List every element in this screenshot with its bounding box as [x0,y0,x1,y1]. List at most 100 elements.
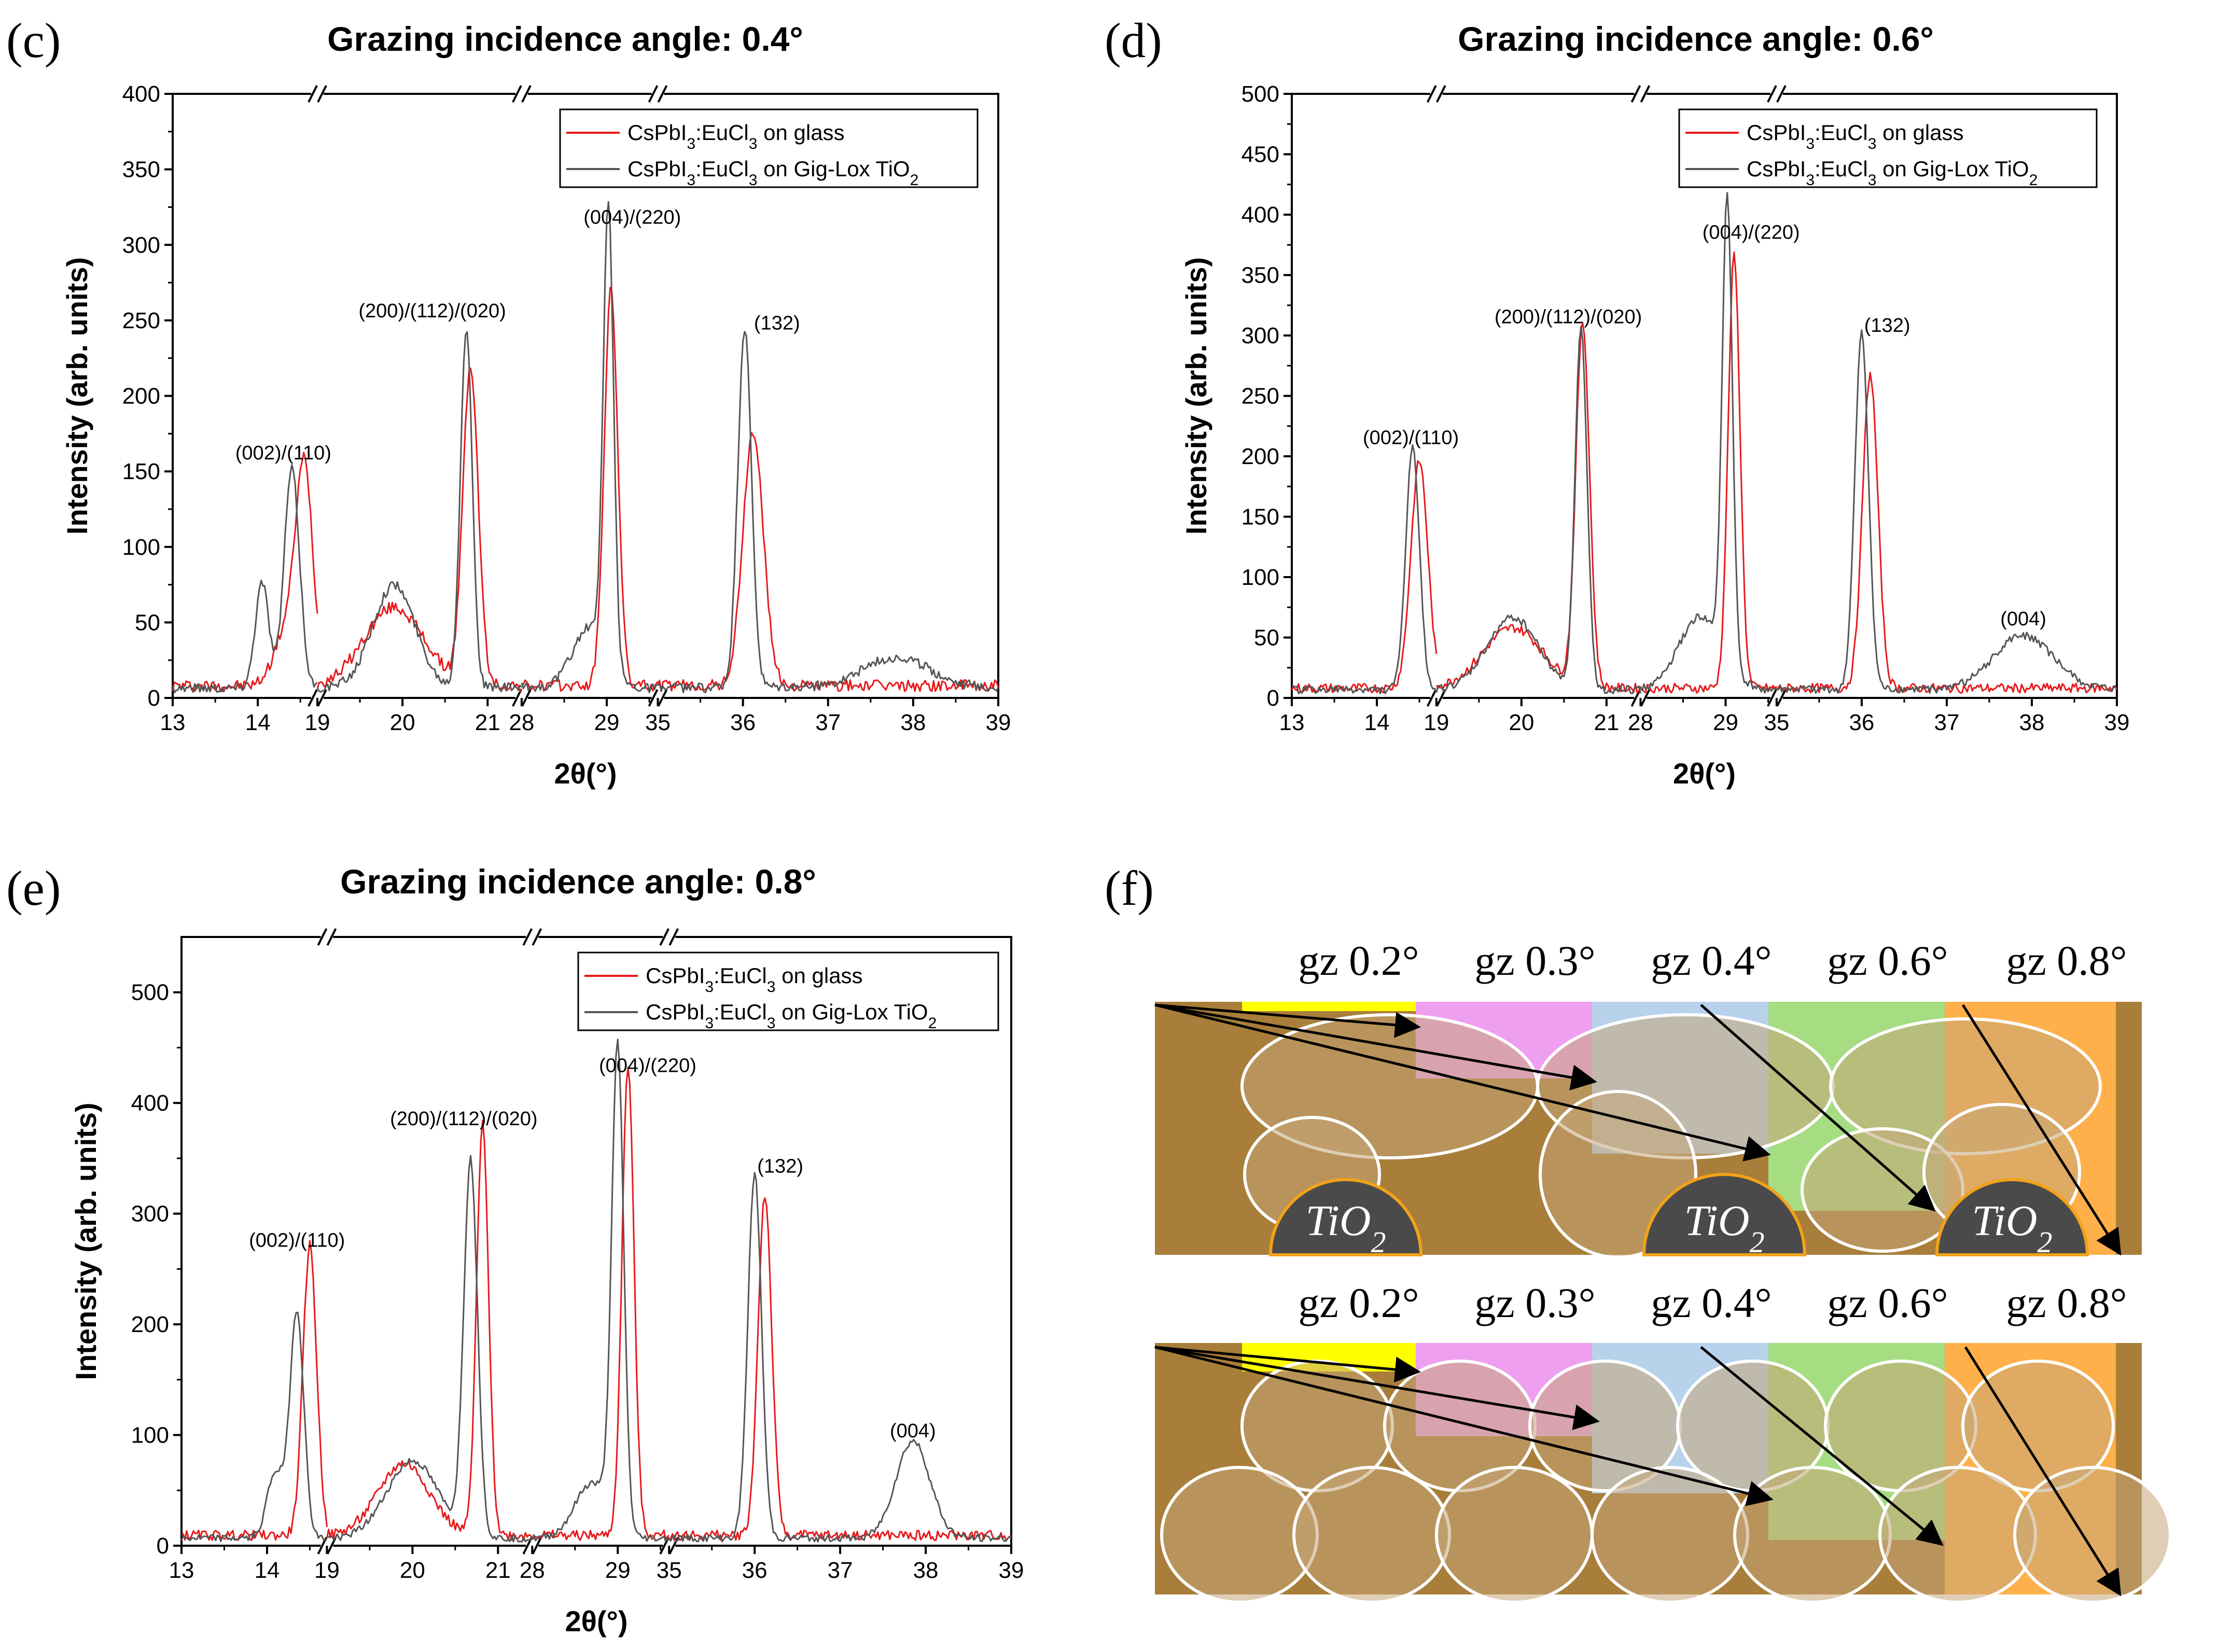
xray-beam-arrow [1700,1004,1936,1212]
legend: CsPbI3:EuCl3 on glass CsPbI3:EuCl3 on Gig… [559,108,979,189]
y-tick-label: 500 [131,980,169,1005]
x-tick-label: 20 [400,1558,425,1583]
perovskite-grain [1292,1466,1451,1604]
x-tick-label: 28 [1628,710,1653,735]
xrd-chart-e: Grazing incidence angle: 0.8° 0 100 200 300 4… [69,862,1024,1637]
diagram-row-with-tio2: gz 0.2° gz 0.3° gz 0.4° gz 0.6° gz 0.8° TiO2 T… [1154,937,2142,1259]
axis-break-mark [1640,85,1651,103]
peak-label: (004)/(220) [583,206,681,228]
axis-break-mark [317,928,328,946]
x-tick-label: 20 [390,710,415,735]
axis-break-mark [659,928,669,946]
x-tick-label: 39 [999,1558,1024,1583]
x-tick-label: 35 [1764,710,1789,735]
tio2-trace-segment [180,1311,327,1542]
x-tick-label: 38 [900,710,926,735]
legend-tio2-label: CsPbI3:EuCl3 on Gig-Lox TiO2 [646,1000,937,1032]
gz-label-0: gz 0.2° [1298,1279,1419,1326]
plot-frame [180,936,1012,1547]
axis-break-mark [657,85,668,103]
x-tick-label: 13 [169,1558,194,1583]
peak-label: (004)/(220) [1703,222,1800,244]
y-tick-label: 350 [122,157,160,183]
xray-beam-arrow [1700,1346,1944,1546]
legend-box [559,108,979,188]
glass-trace-segment [521,287,659,692]
tio2-trace-segment [657,331,999,693]
axis-break-mark [1767,85,1777,103]
x-tick-label: 19 [1424,710,1449,735]
y-tick-label: 400 [131,1090,169,1116]
axis-break-mark [317,85,327,103]
glass-trace-segment [1291,460,1438,694]
tio2-trace-segment [1640,192,1777,694]
x-tick-label: 14 [254,1558,280,1583]
tio2-trace-segment [1776,329,2118,694]
penetration-zone-0 [1242,1002,1416,1011]
y-tick-label: 250 [1241,384,1279,409]
glass-trace-segment [1776,371,2118,694]
y-tick-label: 150 [1241,505,1279,530]
glass-trace-segment [326,1119,533,1541]
series-tio2-line [172,201,999,694]
axis-break-mark [1427,85,1437,103]
x-tick-label: 29 [1713,710,1738,735]
x-tick-label: 36 [742,1558,768,1583]
tio2-trace-segment [327,1155,533,1543]
glass-trace-segment [657,432,999,692]
gz-label-1: gz 0.3° [1474,937,1595,984]
panel-label-c: (c) [6,13,61,68]
tio2-trace-segment [1435,325,1641,695]
tio2-particle [1268,1178,1423,1256]
y-tick-label: 400 [1241,202,1279,228]
x-tick-label: 36 [730,710,756,735]
xrd-chart-c: Grazing incidence angle: 0.4° 0 50 100 150 20… [61,20,1011,790]
axis-break-mark [512,689,522,707]
legend: CsPbI3:EuCl3 on glass CsPbI3:EuCl3 on Gig… [1678,108,2098,189]
axis-break-mark [308,85,318,103]
y-axis-label: Intensity (arb. units) [61,257,93,535]
y-tick-label: 250 [122,308,160,333]
y-tick-label: 0 [1267,685,1279,711]
xray-beam-arrow [1961,1004,2122,1256]
x-tick-label: 35 [645,710,671,735]
glass-trace-segment [1640,251,1777,694]
glass-trace-segment [316,367,523,692]
y-tick-label: 500 [1241,81,1279,107]
glass-trace-segment [532,1067,670,1541]
grazing-diagram-f: gz 0.2° gz 0.3° gz 0.4° gz 0.6° gz 0.8° TiO2 T… [1154,937,2172,1604]
xray-beam-arrow [1154,1346,1421,1383]
legend-glass-label: CsPbI3:EuCl3 on glass [1747,120,1964,152]
glass-trace-segment [172,452,318,692]
x-tick-label: 13 [1279,710,1305,735]
axis-break-mark [326,928,337,946]
x-tick-label: 29 [594,710,620,735]
axis-break-mark [1776,85,1787,103]
chart-title: Grazing incidence angle: 0.4° [327,20,803,58]
axis-break-mark [657,689,668,707]
tio2-label: TiO2 [1972,1197,2052,1259]
y-tick-label: 100 [1241,565,1279,590]
legend-tio2-label: CsPbI3:EuCl3 on Gig-Lox TiO2 [1747,157,2038,189]
gz-label-4: gz 0.8° [2006,937,2127,984]
y-tick-label: 100 [122,535,160,560]
gz-label-3: gz 0.6° [1827,937,1948,984]
x-tick-label: 39 [986,710,1011,735]
x-axis-label: 2θ(°) [1673,757,1736,790]
axis-break-mark [308,689,318,707]
x-tick-label: 21 [475,710,500,735]
series-glass-line [181,1067,1012,1541]
tio2-trace-segment [521,201,658,693]
x-tick-label: 37 [815,710,841,735]
peak-label: (002)/(110) [249,1230,345,1252]
y-tick-label: 300 [1241,323,1279,348]
x-tick-label: 21 [1594,710,1619,735]
gz-label-1: gz 0.3° [1474,1279,1595,1326]
x-tick-label: 28 [520,1558,545,1583]
x-tick-label: 38 [913,1558,939,1583]
diagram-row-without-tio2: gz 0.2° gz 0.3° gz 0.4° gz 0.6° gz 0.8° [1154,1279,2172,1604]
legend-glass-label: CsPbI3:EuCl3 on glass [646,963,863,996]
tio2-label: TiO2 [1684,1197,1764,1259]
y-tick-label: 100 [131,1423,169,1448]
legend-tio2-label: CsPbI3:EuCl3 on Gig-Lox TiO2 [627,157,918,189]
